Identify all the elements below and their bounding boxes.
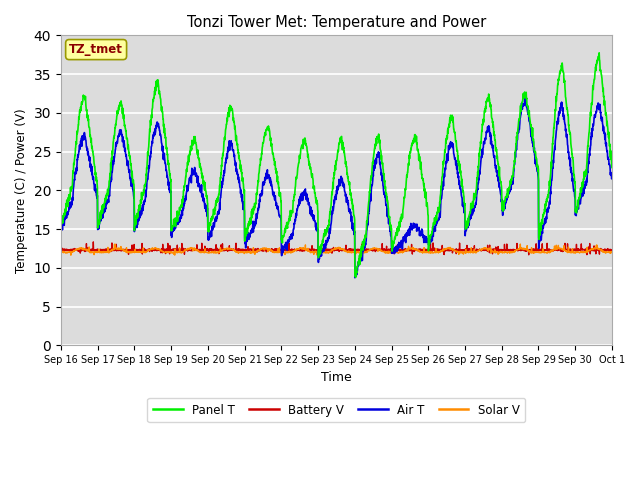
Air T: [521, 95, 529, 101]
Panel T: [575, 196, 582, 202]
Solar V: [516, 241, 524, 247]
Panel T: [608, 165, 616, 170]
Y-axis label: Temperature (C) / Power (V): Temperature (C) / Power (V): [15, 108, 28, 273]
Line: Air T: Air T: [61, 98, 612, 278]
Panel T: [595, 50, 603, 56]
Solar V: [365, 248, 372, 253]
Battery V: [608, 247, 616, 253]
Panel T: [559, 70, 567, 75]
Panel T: [57, 218, 65, 224]
Air T: [575, 201, 583, 206]
Battery V: [353, 247, 360, 252]
Solar V: [57, 250, 65, 255]
Line: Panel T: Panel T: [61, 53, 612, 277]
Battery V: [575, 247, 583, 253]
Solar V: [608, 249, 616, 255]
X-axis label: Time: Time: [321, 371, 352, 384]
Legend: Panel T, Battery V, Air T, Solar V: Panel T, Battery V, Air T, Solar V: [147, 397, 525, 422]
Battery V: [90, 239, 97, 245]
Air T: [608, 174, 616, 180]
Air T: [351, 275, 359, 281]
Air T: [353, 268, 360, 274]
Line: Solar V: Solar V: [61, 244, 612, 255]
Panel T: [352, 275, 360, 280]
Air T: [57, 224, 65, 229]
Line: Battery V: Battery V: [61, 242, 612, 255]
Battery V: [497, 248, 504, 254]
Solar V: [560, 247, 568, 252]
Title: Tonzi Tower Met: Temperature and Power: Tonzi Tower Met: Temperature and Power: [187, 15, 486, 30]
Air T: [497, 192, 504, 197]
Battery V: [525, 252, 532, 258]
Panel T: [497, 180, 504, 185]
Air T: [560, 117, 568, 122]
Panel T: [365, 202, 372, 208]
Air T: [365, 210, 372, 216]
Text: TZ_tmet: TZ_tmet: [69, 43, 123, 56]
Panel T: [353, 268, 360, 274]
Battery V: [57, 247, 65, 253]
Solar V: [67, 252, 75, 258]
Battery V: [211, 248, 219, 253]
Solar V: [575, 249, 583, 255]
Battery V: [560, 247, 568, 253]
Solar V: [211, 248, 219, 254]
Battery V: [365, 247, 372, 253]
Panel T: [211, 212, 218, 217]
Air T: [211, 221, 218, 227]
Solar V: [353, 249, 360, 255]
Solar V: [497, 249, 504, 254]
